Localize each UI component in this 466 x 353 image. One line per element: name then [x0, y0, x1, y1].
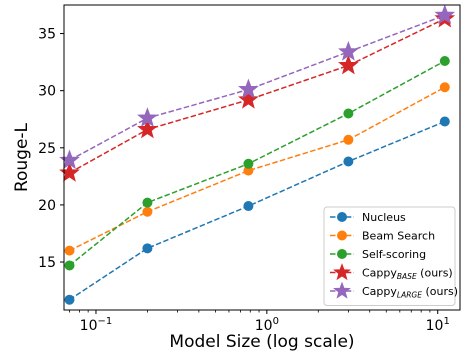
legend-box — [323, 206, 456, 306]
y-tick-label-30: 30 — [38, 84, 56, 100]
legend: Nucleus Beam Search Self-scoring CappyBASE … — [323, 206, 458, 306]
x-tick-label-2: 100 — [255, 316, 279, 334]
data-point-3-4 — [343, 108, 354, 119]
legend-label-4: CappyBASE (ours) — [362, 267, 453, 282]
y-axis-title: Rouge-L — [12, 122, 32, 192]
series-line-4 — [69, 18, 446, 174]
data-point-3-5 — [439, 55, 450, 66]
data-point-4-1 — [59, 162, 80, 182]
data-point-2-4 — [343, 134, 354, 145]
legend-label-1: Nucleus — [362, 211, 406, 224]
legend-marker-5 — [333, 281, 351, 299]
y-tick-label-25: 25 — [38, 141, 56, 157]
data-point-2-1 — [64, 245, 75, 256]
legend-item-5: CappyLARGE (ours) — [330, 281, 458, 300]
data-point-5-2 — [137, 107, 158, 127]
data-point-4-4 — [338, 54, 359, 75]
legend-item-4: CappyBASE (ours) — [330, 263, 453, 282]
data-point-3-2 — [142, 197, 153, 208]
series-line-2 — [69, 86, 446, 252]
legend-marker-4 — [333, 263, 351, 281]
data-point-5-5 — [434, 4, 456, 25]
data-point-4-3 — [238, 88, 259, 109]
data-point-4-2 — [137, 118, 158, 139]
legend-label-2: Beam Search — [362, 230, 435, 243]
x-tick-label-1: 10−1 — [80, 316, 113, 334]
series-5 — [59, 4, 456, 170]
data-point-1-1 — [64, 294, 75, 305]
data-point-2-5 — [439, 82, 450, 93]
y-tick-label-20: 20 — [38, 198, 56, 214]
data-point-5-3 — [238, 78, 259, 99]
x-axis-title: Model Size (log scale) — [169, 332, 354, 352]
data-point-3-3 — [243, 158, 254, 169]
data-point-1-5 — [439, 116, 450, 127]
data-point-1-3 — [243, 201, 254, 212]
x-tick-label-3: 101 — [426, 316, 450, 334]
legend-item-3: Self-scoring — [330, 248, 426, 261]
data-point-5-4 — [338, 40, 359, 61]
legend-marker-1 — [337, 212, 347, 222]
data-point-3-1 — [64, 260, 75, 271]
legend-label-5: CappyLARGE (ours) — [362, 285, 458, 300]
series-line-5 — [69, 14, 446, 162]
data-point-2-2 — [142, 206, 153, 217]
data-point-5-1 — [59, 149, 80, 170]
y-tick-label-35: 35 — [38, 27, 56, 43]
legend-item-1: Nucleus — [330, 211, 406, 224]
series-2 — [64, 82, 450, 256]
axis-ticks: 15 20 25 30 35 10−1 100 101 — [38, 27, 450, 334]
data-point-2-3 — [243, 165, 254, 176]
series-3 — [64, 55, 450, 271]
data-point-1-4 — [343, 156, 354, 167]
legend-marker-2 — [337, 230, 347, 241]
legend-marker-3 — [337, 249, 347, 259]
y-tick-label-15: 15 — [38, 255, 56, 271]
legend-label-3: Self-scoring — [362, 248, 426, 261]
series-1 — [64, 116, 450, 305]
data-point-1-2 — [142, 243, 153, 254]
plot-frame — [63, 4, 461, 311]
legend-item-2: Beam Search — [330, 230, 435, 243]
plot-area — [59, 4, 456, 305]
